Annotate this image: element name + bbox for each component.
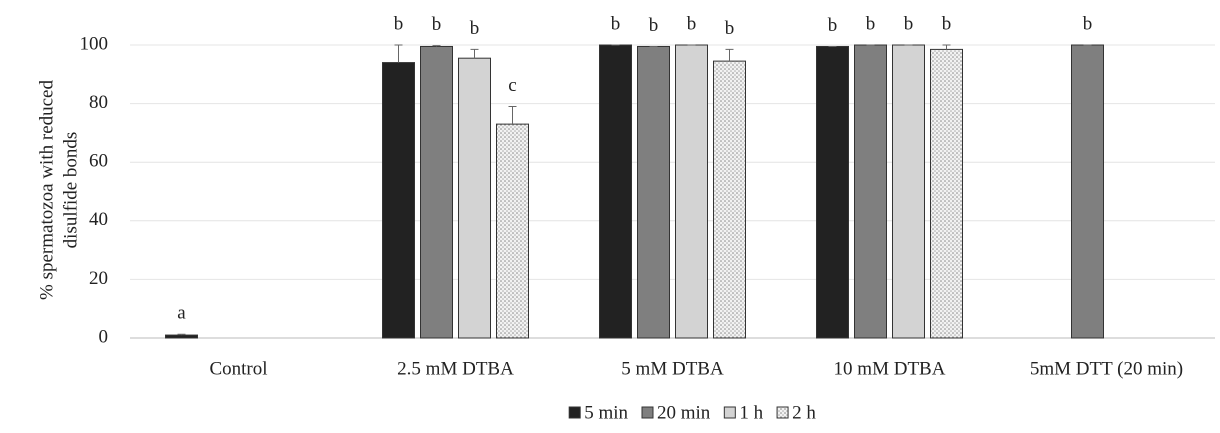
y-axis-label: % spermatozoa with reduced — [36, 80, 57, 300]
significance-letter: b — [687, 13, 697, 34]
x-tick-label: 10 mM DTBA — [834, 358, 946, 379]
x-tick-label: 5mM DTT (20 min) — [1030, 358, 1183, 379]
significance-letter: c — [508, 75, 516, 96]
y-tick-label: 80 — [89, 92, 108, 113]
y-axis-label: disulfide bonds — [60, 132, 81, 249]
bar — [676, 45, 708, 338]
legend-label: 20 min — [657, 402, 711, 423]
significance-letter: b — [432, 14, 442, 35]
significance-letter: b — [394, 13, 404, 34]
significance-letter: b — [470, 18, 480, 39]
bar — [1072, 45, 1104, 338]
legend-swatch — [642, 407, 653, 418]
x-tick-label: 5 mM DTBA — [621, 358, 724, 379]
significance-letter: b — [942, 13, 952, 34]
chart: % spermatozoa with reduced disulfide bon… — [0, 0, 1220, 428]
legend-swatch — [724, 407, 735, 418]
error-bar — [471, 49, 479, 58]
y-tick-label: 100 — [80, 33, 109, 54]
x-tick-label: Control — [209, 358, 267, 379]
legend-label: 2 h — [792, 402, 816, 423]
legend-label: 1 h — [739, 402, 763, 423]
y-tick-label: 0 — [99, 326, 109, 347]
legend-label: 5 min — [584, 402, 628, 423]
significance-letter: b — [904, 13, 914, 34]
y-tick-label: 20 — [89, 268, 108, 289]
bar — [421, 46, 453, 338]
significance-letter: b — [725, 18, 735, 39]
x-tick-label: 2.5 mM DTBA — [397, 358, 514, 379]
error-bar — [509, 107, 517, 125]
significance-letter: b — [1083, 13, 1093, 34]
error-bar — [395, 45, 403, 63]
significance-letter: b — [649, 15, 659, 36]
bar — [166, 335, 198, 338]
bar — [714, 61, 746, 338]
error-bar — [943, 45, 951, 49]
bar — [638, 46, 670, 338]
legend-swatch — [569, 407, 580, 418]
bar — [383, 63, 415, 338]
y-tick-label: 40 — [89, 209, 108, 230]
significance-letter: a — [177, 303, 186, 324]
bar — [600, 45, 632, 338]
significance-letter: b — [828, 15, 838, 36]
bar — [817, 46, 849, 338]
significance-letter: b — [611, 13, 621, 34]
bar — [459, 58, 491, 338]
bar — [497, 124, 529, 338]
significance-letter: b — [866, 13, 876, 34]
bar — [855, 45, 887, 338]
bar — [893, 45, 925, 338]
y-tick-label: 60 — [89, 151, 108, 172]
legend-swatch — [777, 407, 788, 418]
error-bar — [726, 49, 734, 61]
bar — [931, 49, 963, 338]
